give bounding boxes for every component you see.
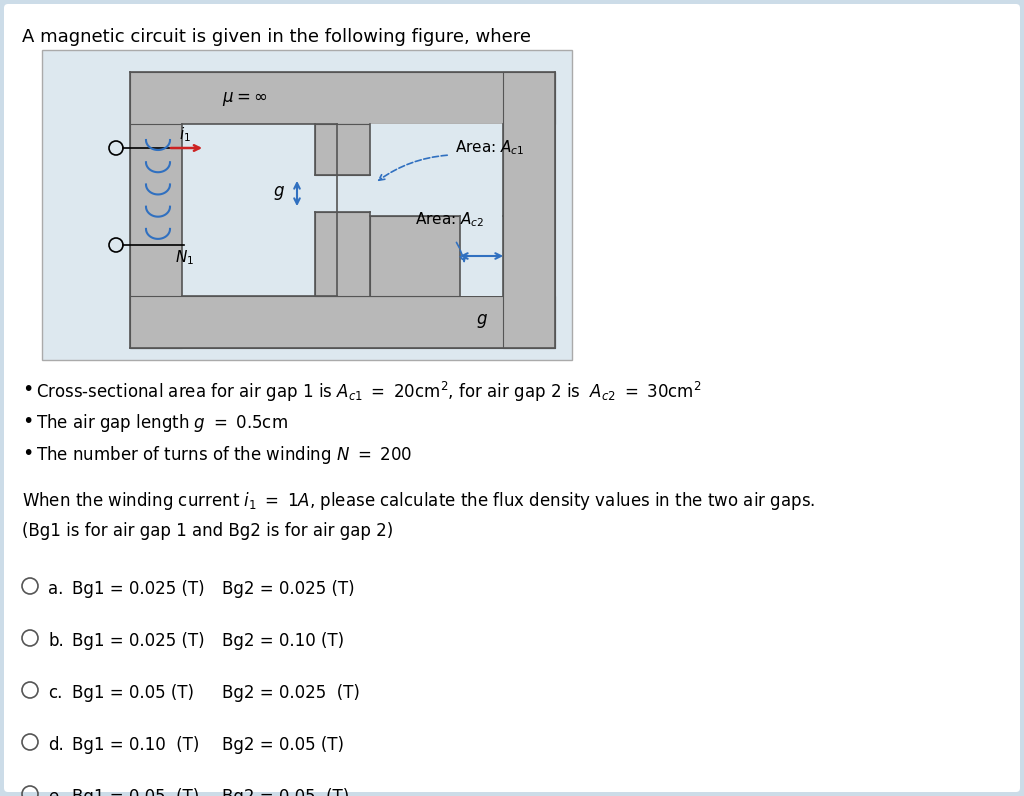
Text: b.: b. (48, 632, 63, 650)
Bar (42, 50, 572, 360)
Bar (503, 72, 555, 348)
Bar (182, 124, 337, 296)
Text: Bg1 = 0.05  (T): Bg1 = 0.05 (T) (72, 788, 200, 796)
Text: Bg1 = 0.10  (T): Bg1 = 0.10 (T) (72, 736, 200, 754)
Text: Bg1 = 0.025 (T): Bg1 = 0.025 (T) (72, 580, 205, 598)
Text: a.: a. (48, 580, 63, 598)
Bar (370, 216, 460, 296)
Text: •: • (22, 412, 34, 431)
Bar (130, 72, 182, 348)
Bar (370, 124, 503, 296)
Text: $g$: $g$ (475, 312, 487, 330)
Text: $i_1$: $i_1$ (179, 126, 191, 144)
Bar (315, 212, 370, 296)
Text: Area: $A_{c2}$: Area: $A_{c2}$ (415, 211, 484, 229)
Text: A magnetic circuit is given in the following figure, where: A magnetic circuit is given in the follo… (22, 28, 531, 46)
Text: $\mu = \infty$: $\mu = \infty$ (222, 90, 267, 108)
Bar (315, 124, 370, 175)
Text: Bg1 = 0.025 (T): Bg1 = 0.025 (T) (72, 632, 205, 650)
Text: e.: e. (48, 788, 63, 796)
Text: Area: $A_{c1}$: Area: $A_{c1}$ (455, 139, 524, 158)
Bar (130, 72, 555, 124)
Text: Bg2 = 0.025 (T): Bg2 = 0.025 (T) (222, 580, 354, 598)
FancyBboxPatch shape (4, 4, 1020, 792)
Text: Bg1 = 0.05 (T): Bg1 = 0.05 (T) (72, 684, 194, 702)
Text: •: • (22, 380, 34, 399)
Text: The air gap length $g$ $=$ $0.5\mathrm{cm}$: The air gap length $g$ $=$ $0.5\mathrm{c… (36, 412, 288, 434)
Text: Cross-sectional area for air gap 1 is $A_{c1}$ $=$ $20\mathrm{cm}^2$, for air ga: Cross-sectional area for air gap 1 is $A… (36, 380, 701, 404)
Text: The number of turns of the winding $N$ $=$ $200$: The number of turns of the winding $N$ $… (36, 444, 413, 466)
Text: Bg2 = 0.05  (T): Bg2 = 0.05 (T) (222, 788, 349, 796)
Text: c.: c. (48, 684, 62, 702)
Text: When the winding current $i_1$ $=$ $1A$, please calculate the flux density value: When the winding current $i_1$ $=$ $1A$,… (22, 490, 815, 512)
Text: d.: d. (48, 736, 63, 754)
Text: $N_1$: $N_1$ (175, 248, 195, 267)
Bar (130, 296, 555, 348)
Text: (Bg1 is for air gap 1 and Bg2 is for air gap 2): (Bg1 is for air gap 1 and Bg2 is for air… (22, 522, 393, 540)
Text: •: • (22, 444, 34, 463)
Text: Bg2 = 0.025  (T): Bg2 = 0.025 (T) (222, 684, 359, 702)
Text: Bg2 = 0.05 (T): Bg2 = 0.05 (T) (222, 736, 344, 754)
Bar (460, 216, 503, 296)
Text: $g$: $g$ (273, 185, 285, 202)
Text: Bg2 = 0.10 (T): Bg2 = 0.10 (T) (222, 632, 344, 650)
